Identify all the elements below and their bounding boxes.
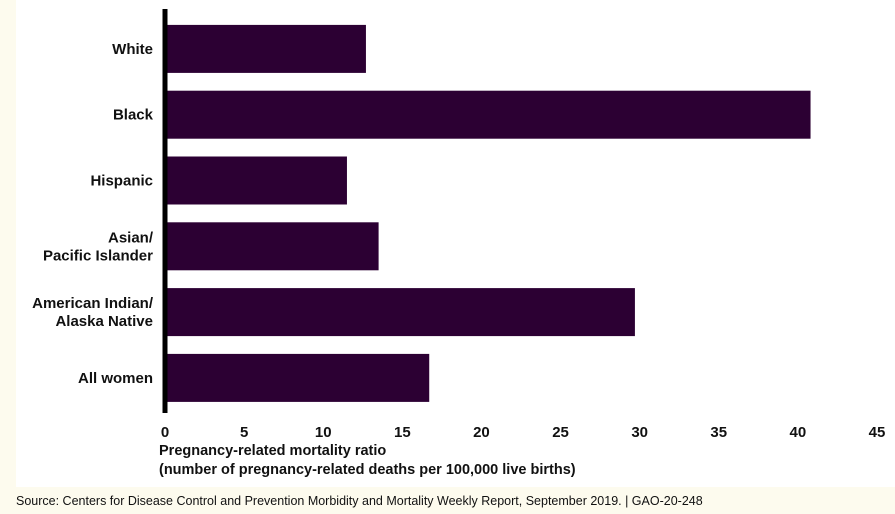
category-label-asian-pacific-islander: Asian/Pacific Islander <box>43 229 154 264</box>
x-tick-5: 5 <box>240 424 248 441</box>
x-tick-15: 15 <box>394 424 411 441</box>
x-tick-40: 40 <box>790 424 807 441</box>
category-label-black: Black <box>113 107 154 124</box>
bar-asian-pacific-islander <box>165 222 379 271</box>
x-axis-title: Pregnancy-related mortality ratio (numbe… <box>159 442 576 480</box>
bars <box>165 24 811 402</box>
bar-black <box>165 90 811 139</box>
x-tick-0: 0 <box>161 424 169 441</box>
bar-white <box>165 24 366 73</box>
bar-hispanic <box>165 156 347 205</box>
bar-all-women <box>165 353 430 402</box>
category-label-hispanic: Hispanic <box>90 173 153 190</box>
x-tick-10: 10 <box>315 424 332 441</box>
bar-american-indian-alaska-native <box>165 288 635 337</box>
bar-chart: White Black Hispanic Asian/Pacific Islander… <box>32 9 886 441</box>
x-tick-labels: 0 5 10 15 20 25 30 35 40 45 <box>161 424 886 441</box>
x-tick-25: 25 <box>552 424 569 441</box>
x-tick-30: 30 <box>631 424 648 441</box>
category-label-white: White <box>112 41 153 58</box>
category-label-all-women: All women <box>78 370 153 387</box>
x-axis-title-line1: Pregnancy-related mortality ratio <box>159 443 387 459</box>
x-axis-title-line2: (number of pregnancy-related deaths per … <box>159 462 576 478</box>
x-tick-20: 20 <box>473 424 490 441</box>
category-label-american-indian-alaska-native: American Indian/Alaska Native <box>32 295 154 330</box>
x-tick-35: 35 <box>710 424 727 441</box>
x-tick-45: 45 <box>869 424 886 441</box>
source-note: Source: Centers for Disease Control and … <box>16 494 703 508</box>
category-labels: White Black Hispanic Asian/Pacific Islander… <box>32 41 154 387</box>
